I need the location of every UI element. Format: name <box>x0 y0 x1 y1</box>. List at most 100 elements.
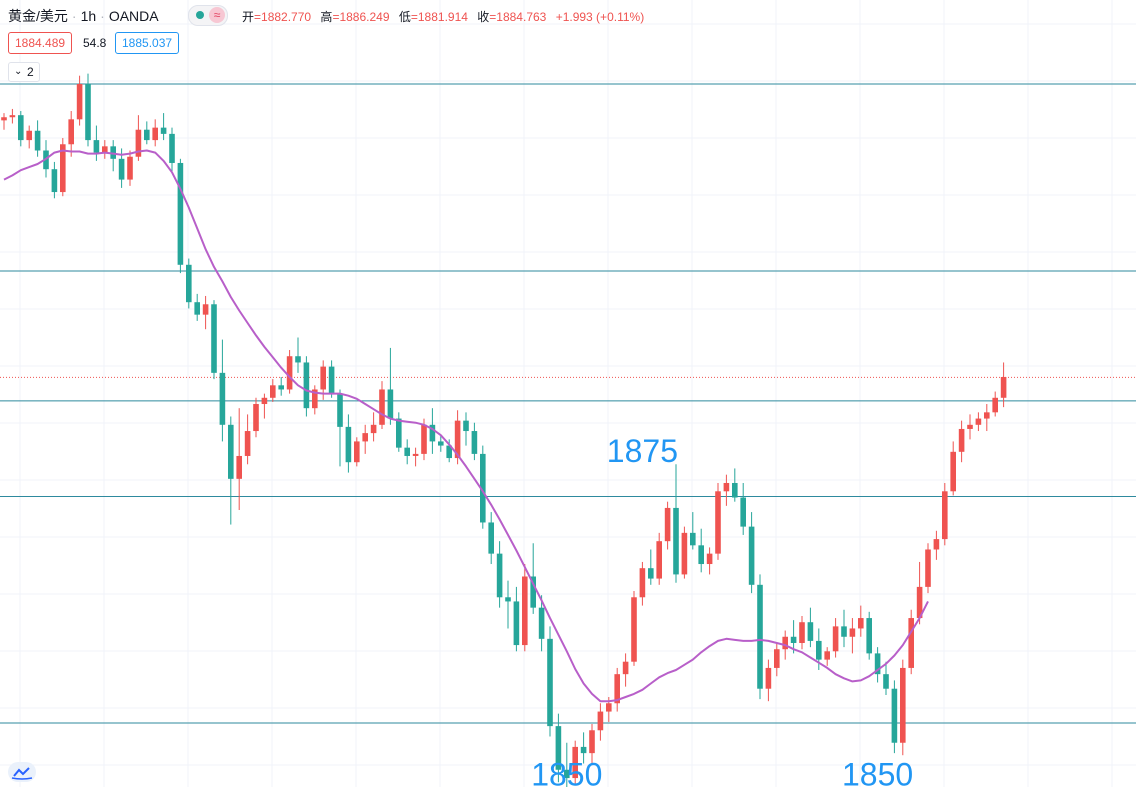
candle <box>824 647 830 666</box>
level-annotation-label: 1850 <box>842 756 913 787</box>
candle <box>76 75 83 126</box>
compare-wave-icon[interactable]: ≈ <box>209 7 225 23</box>
tradingview-logo[interactable] <box>8 762 36 782</box>
candle <box>505 580 511 629</box>
candle <box>471 422 478 461</box>
chart-toggle-group[interactable]: ≈ <box>188 5 228 26</box>
close-value: =1884.763 <box>489 10 547 24</box>
candle <box>18 111 24 147</box>
candle-body <box>244 431 251 456</box>
candle <box>614 667 620 712</box>
chevron-down-icon: ⌄ <box>14 66 23 77</box>
candle-body <box>312 389 318 409</box>
candle-body <box>345 426 352 463</box>
candle <box>908 609 914 675</box>
candle <box>370 412 377 442</box>
candle-body <box>446 445 452 459</box>
candle-body <box>816 640 822 660</box>
candle-body <box>858 618 864 629</box>
candle-body <box>874 653 881 675</box>
candle <box>597 703 604 741</box>
indicators-toggle-button[interactable]: ⌄ 2 <box>8 62 40 82</box>
candle-body <box>68 119 74 145</box>
candle <box>866 611 872 660</box>
candle <box>244 414 251 465</box>
candle <box>236 408 242 510</box>
candle-body <box>488 522 494 554</box>
candle-body <box>757 584 763 689</box>
candle <box>992 391 998 417</box>
candle <box>496 541 503 608</box>
candle <box>639 561 646 606</box>
candle-body <box>832 626 839 652</box>
candle-body <box>328 366 335 394</box>
candle-body <box>127 156 133 180</box>
candle-body <box>438 441 444 446</box>
candle <box>656 532 662 585</box>
horizontal-levels <box>0 83 1136 724</box>
candle-body <box>429 424 436 442</box>
candle <box>261 393 268 419</box>
open-value: =1882.770 <box>254 10 312 24</box>
chart-header: 黄金/美元 · 1h · OANDA ≈ 开=1882.770 高=1886.249 低… <box>0 0 1136 32</box>
sell-price-button[interactable]: 1884.489 <box>8 32 73 54</box>
candle-body <box>144 129 150 141</box>
candle-body <box>883 674 889 689</box>
candle <box>354 437 360 467</box>
level-annotation-label: 1875 <box>607 433 678 469</box>
candle-body <box>404 447 410 456</box>
candle-body <box>194 302 200 315</box>
candle <box>278 377 284 396</box>
candle-body <box>421 424 427 454</box>
candle <box>900 659 906 756</box>
candle <box>429 408 436 454</box>
candle-body <box>530 576 536 608</box>
candle-body <box>412 453 419 456</box>
candle-body <box>34 130 41 151</box>
candle-body <box>580 746 587 754</box>
candle-body <box>387 389 394 419</box>
candle <box>219 339 226 442</box>
candle-body <box>76 84 83 120</box>
candle-body <box>975 418 982 425</box>
candle <box>26 125 32 149</box>
candle-body <box>547 638 553 727</box>
candle-body <box>866 618 872 654</box>
candle-body <box>916 586 923 619</box>
candle <box>916 561 923 625</box>
candle-body <box>261 397 268 405</box>
candle-body <box>60 144 66 193</box>
candle <box>337 389 343 467</box>
candle <box>891 680 898 754</box>
candle <box>295 337 301 373</box>
candle-body <box>295 356 301 363</box>
candle <box>807 607 814 648</box>
candle <box>984 404 990 432</box>
candle-body <box>135 129 142 157</box>
candle <box>580 732 587 764</box>
candle-body <box>908 618 914 668</box>
candle-body <box>538 607 545 639</box>
buy-price-button[interactable]: 1885.037 <box>115 32 180 54</box>
candle-body <box>18 115 24 141</box>
market-status-icon <box>196 11 204 19</box>
candle <box>488 512 494 565</box>
symbol-title[interactable]: 黄金/美元 · 1h · OANDA <box>8 8 159 24</box>
candle-body <box>228 424 234 479</box>
candle-body <box>950 451 956 492</box>
candle <box>723 474 730 506</box>
candle <box>51 161 58 199</box>
candle <box>874 647 881 683</box>
candle <box>631 591 637 666</box>
candle-body <box>480 453 486 523</box>
candle-body <box>664 507 671 542</box>
candle <box>93 125 100 161</box>
low-label: 低 <box>398 10 411 24</box>
candle <box>732 468 738 502</box>
candle-body <box>656 541 662 579</box>
candle <box>68 111 74 157</box>
candle <box>740 482 746 535</box>
candle-body <box>337 393 343 427</box>
